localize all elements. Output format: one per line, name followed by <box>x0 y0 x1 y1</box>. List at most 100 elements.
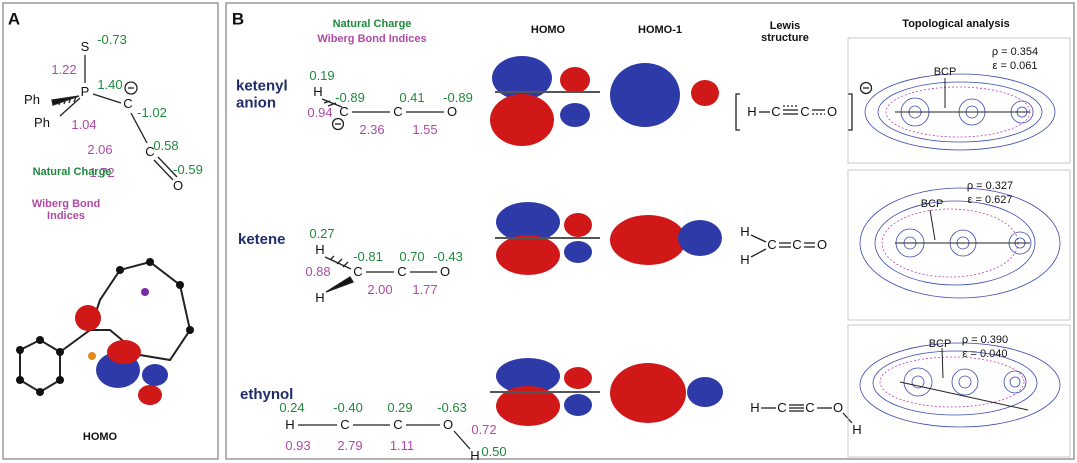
atom-label: C <box>339 103 349 119</box>
orbitals <box>490 56 723 426</box>
natural-charge: 0.50 <box>481 443 507 459</box>
legend-wiberg: Wiberg Bond Indices <box>31 197 101 222</box>
density-value: ρ = 0.390 <box>961 333 1009 346</box>
atom-label: Ph <box>34 114 50 130</box>
atom-label: O <box>172 177 184 193</box>
header: Lewis structure <box>761 19 809 44</box>
atom-label: H <box>315 241 325 257</box>
wiberg-index: 1.11 <box>389 437 415 453</box>
panel-label: A <box>7 9 21 29</box>
wiberg-index: 1.04 <box>71 116 97 132</box>
atom-label: C <box>340 416 350 432</box>
ellipticity-value: ε = 0.627 <box>967 193 1013 206</box>
lewis-atom: C <box>771 103 781 119</box>
panel-b-bonds <box>298 98 471 450</box>
molecule-name: ethynol <box>240 385 294 403</box>
wiberg-index: 0.94 <box>307 104 333 120</box>
ellipticity-value: ε = 0.061 <box>992 59 1038 72</box>
atom-label: C <box>393 103 403 119</box>
atom-label: C <box>145 143 155 159</box>
wiberg-index: 1.77 <box>412 281 438 297</box>
wiberg-index: 0.93 <box>285 437 311 453</box>
lewis-atom: C <box>792 236 802 252</box>
molecule-name: ketene <box>238 230 286 248</box>
panel-a-orbital <box>16 258 194 405</box>
bcp-label: BCP <box>928 337 952 350</box>
wiberg-index: 0.88 <box>305 263 331 279</box>
bcp-label: BCP <box>920 197 944 210</box>
panel-b-frame <box>225 2 1075 460</box>
molecule-name: ketenyl anion <box>236 77 288 111</box>
wiberg-index: 1.22 <box>51 61 77 77</box>
topology-maps <box>847 37 1071 458</box>
natural-charge: 0.58 <box>153 137 179 153</box>
atom-label: C <box>123 95 133 111</box>
lewis-atom: H <box>740 223 750 239</box>
header: HOMO-1 <box>638 23 682 36</box>
atom-label: H <box>315 289 325 305</box>
orbital-label: HOMO <box>82 430 118 443</box>
atom-label: C <box>353 263 363 279</box>
density-value: ρ = 0.327 <box>966 179 1014 192</box>
lewis-atom: C <box>777 399 787 415</box>
lewis-atom: H <box>747 103 757 119</box>
wiberg-index: 1.55 <box>412 121 438 137</box>
natural-charge: -0.63 <box>437 399 467 415</box>
natural-charge: 0.70 <box>399 248 425 264</box>
lewis-atom: H <box>740 251 750 267</box>
wiberg-index: 0.72 <box>471 421 497 437</box>
natural-charge: -0.59 <box>173 161 203 177</box>
natural-charge: 1.40 <box>97 76 123 92</box>
header: Natural Charge <box>332 17 412 30</box>
lewis-atom: H <box>750 399 760 415</box>
atom-label: C <box>393 416 403 432</box>
natural-charge: 0.24 <box>279 399 305 415</box>
header: Wiberg Bond Indices <box>317 32 427 45</box>
ellipticity-value: ε = 0.040 <box>962 347 1008 360</box>
atom-label: Ph <box>24 91 40 107</box>
natural-charge: 0.19 <box>309 67 335 83</box>
wiberg-index: 2.06 <box>87 141 113 157</box>
atom-label: S <box>80 38 90 54</box>
lewis-bonds <box>735 81 873 424</box>
natural-charge: -0.89 <box>335 89 365 105</box>
atom-label: H <box>285 416 295 432</box>
wiberg-index: 1.72 <box>89 164 115 180</box>
lewis-atom: C <box>800 103 810 119</box>
natural-charge: -0.43 <box>433 248 463 264</box>
wiberg-index: 2.00 <box>367 281 393 297</box>
atom-label: P <box>80 83 90 99</box>
atom-label: O <box>439 263 451 279</box>
lewis-atom: O <box>832 399 844 415</box>
lewis-atom: O <box>826 103 838 119</box>
natural-charge: -0.81 <box>353 248 383 264</box>
lewis-atom: O <box>816 236 828 252</box>
header: HOMO <box>530 23 566 36</box>
density-value: ρ = 0.354 <box>991 45 1039 58</box>
header: Topological analysis <box>902 17 1010 30</box>
panel-a-frame <box>2 2 219 460</box>
lewis-atom: C <box>805 399 815 415</box>
natural-charge: -0.40 <box>333 399 363 415</box>
natural-charge: 0.27 <box>309 225 335 241</box>
natural-charge: -0.89 <box>443 89 473 105</box>
legend-natural-charge: Natural Charge <box>32 165 112 178</box>
bcp-label: BCP <box>933 65 957 78</box>
atom-label: H <box>470 447 480 463</box>
natural-charge: -0.73 <box>97 31 127 47</box>
wiberg-index: 2.36 <box>359 121 385 137</box>
atom-label: O <box>442 416 454 432</box>
atom-label: H <box>313 83 323 99</box>
atom-label: O <box>446 103 458 119</box>
wiberg-index: 2.79 <box>337 437 363 453</box>
atom-label: C <box>397 263 407 279</box>
lewis-atom: H <box>852 421 862 437</box>
natural-charge: 0.29 <box>387 399 413 415</box>
natural-charge: 0.41 <box>399 89 425 105</box>
natural-charge: -1.02 <box>137 104 167 120</box>
panel-a-bonds <box>51 55 178 181</box>
panel-label: B <box>231 9 245 29</box>
lewis-atom: C <box>767 236 777 252</box>
